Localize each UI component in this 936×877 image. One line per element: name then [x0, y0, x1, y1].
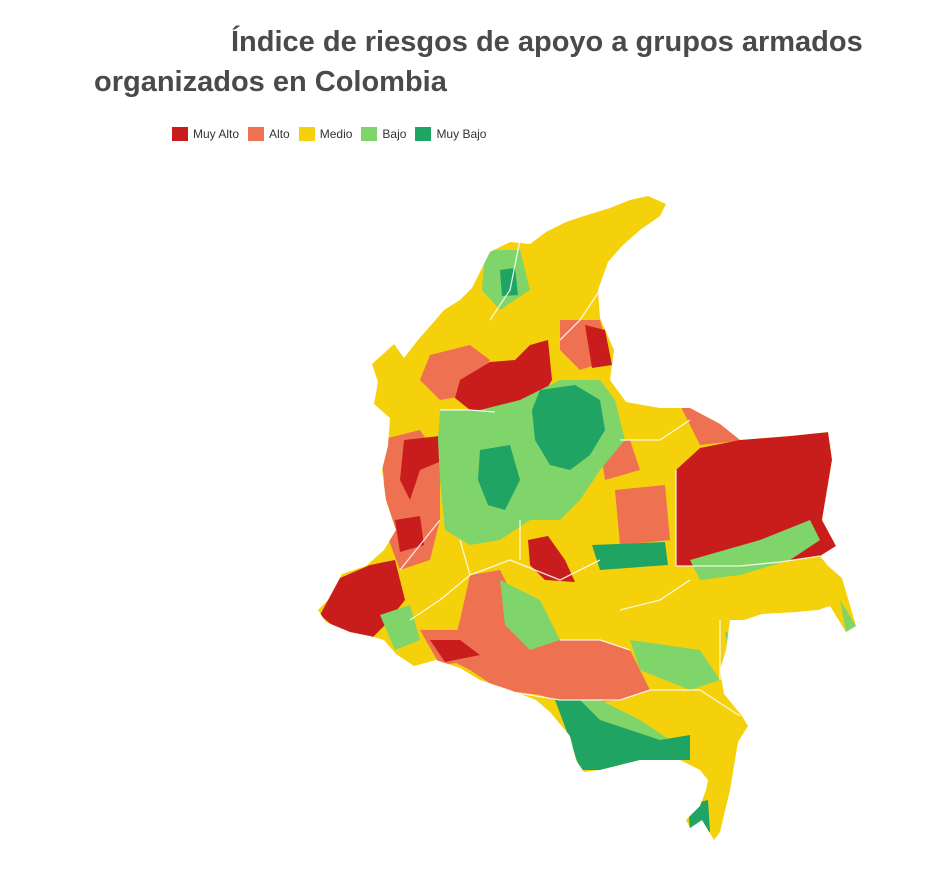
region-bajo-vaupes-north — [690, 520, 820, 580]
region-muy-bajo-amazonas — [555, 700, 690, 770]
region-bajo-vaupes-south — [630, 640, 720, 690]
legend: Muy Alto Alto Medio Bajo Muy Bajo — [172, 127, 486, 141]
legend-label-muy-alto: Muy Alto — [193, 127, 240, 141]
legend-label-medio: Medio — [319, 127, 353, 141]
legend-swatch-medio — [298, 127, 315, 141]
region-muy-alto-meta — [528, 536, 575, 582]
region-muy-alto-catatumbo — [585, 325, 612, 368]
legend-label-muy-bajo: Muy Bajo — [436, 127, 487, 141]
region-boundaries — [399, 239, 821, 717]
map-regions — [318, 196, 856, 840]
region-muy-alto-putumayo — [430, 640, 480, 662]
legend-item-muy-alto: Muy Alto — [172, 127, 239, 141]
legend-label-bajo: Bajo — [382, 127, 407, 141]
legend-item-alto: Alto — [248, 127, 290, 141]
region-muy-alto-valle — [395, 516, 424, 552]
region-muy-bajo-leticia — [688, 800, 710, 832]
region-bajo-guainia-edge — [725, 632, 752, 652]
region-bajo-guaviare — [500, 580, 560, 650]
region-muy-bajo-boyaca — [532, 385, 605, 470]
legend-swatch-muy-bajo — [415, 127, 432, 141]
legend-swatch-alto — [248, 127, 265, 141]
legend-item-muy-bajo: Muy Bajo — [415, 127, 486, 141]
legend-swatch-muy-alto — [172, 127, 188, 141]
map-title-line-2: organizados en Colombia — [94, 66, 447, 98]
legend-item-medio: Medio — [298, 127, 353, 141]
region-muy-alto-choco — [400, 436, 444, 500]
region-alto-guaviare-north — [615, 485, 670, 545]
legend-item-bajo: Bajo — [361, 127, 406, 141]
region-alto-arauca — [680, 405, 745, 445]
region-muy-bajo-guaviare — [592, 542, 668, 570]
map-title: Índice de riesgos de apoyo a grupos arma… — [94, 22, 924, 102]
region-bajo-vichada-east — [840, 600, 856, 632]
map-title-line-1: Índice de riesgos de apoyo a grupos arma… — [231, 26, 863, 58]
region-bajo-narino — [380, 605, 420, 650]
legend-label-alto: Alto — [269, 127, 290, 141]
legend-swatch-bajo — [361, 127, 378, 141]
region-muy-bajo-eje-cafetero — [478, 445, 520, 510]
